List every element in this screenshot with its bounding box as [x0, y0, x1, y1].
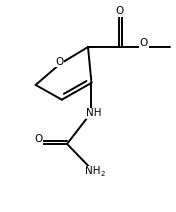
Text: O: O: [115, 6, 124, 16]
Text: O: O: [140, 38, 148, 48]
Text: O: O: [34, 134, 42, 144]
Text: O: O: [55, 57, 63, 67]
Text: 2: 2: [101, 172, 105, 177]
Text: NH: NH: [86, 108, 102, 118]
Text: NH: NH: [86, 166, 101, 176]
